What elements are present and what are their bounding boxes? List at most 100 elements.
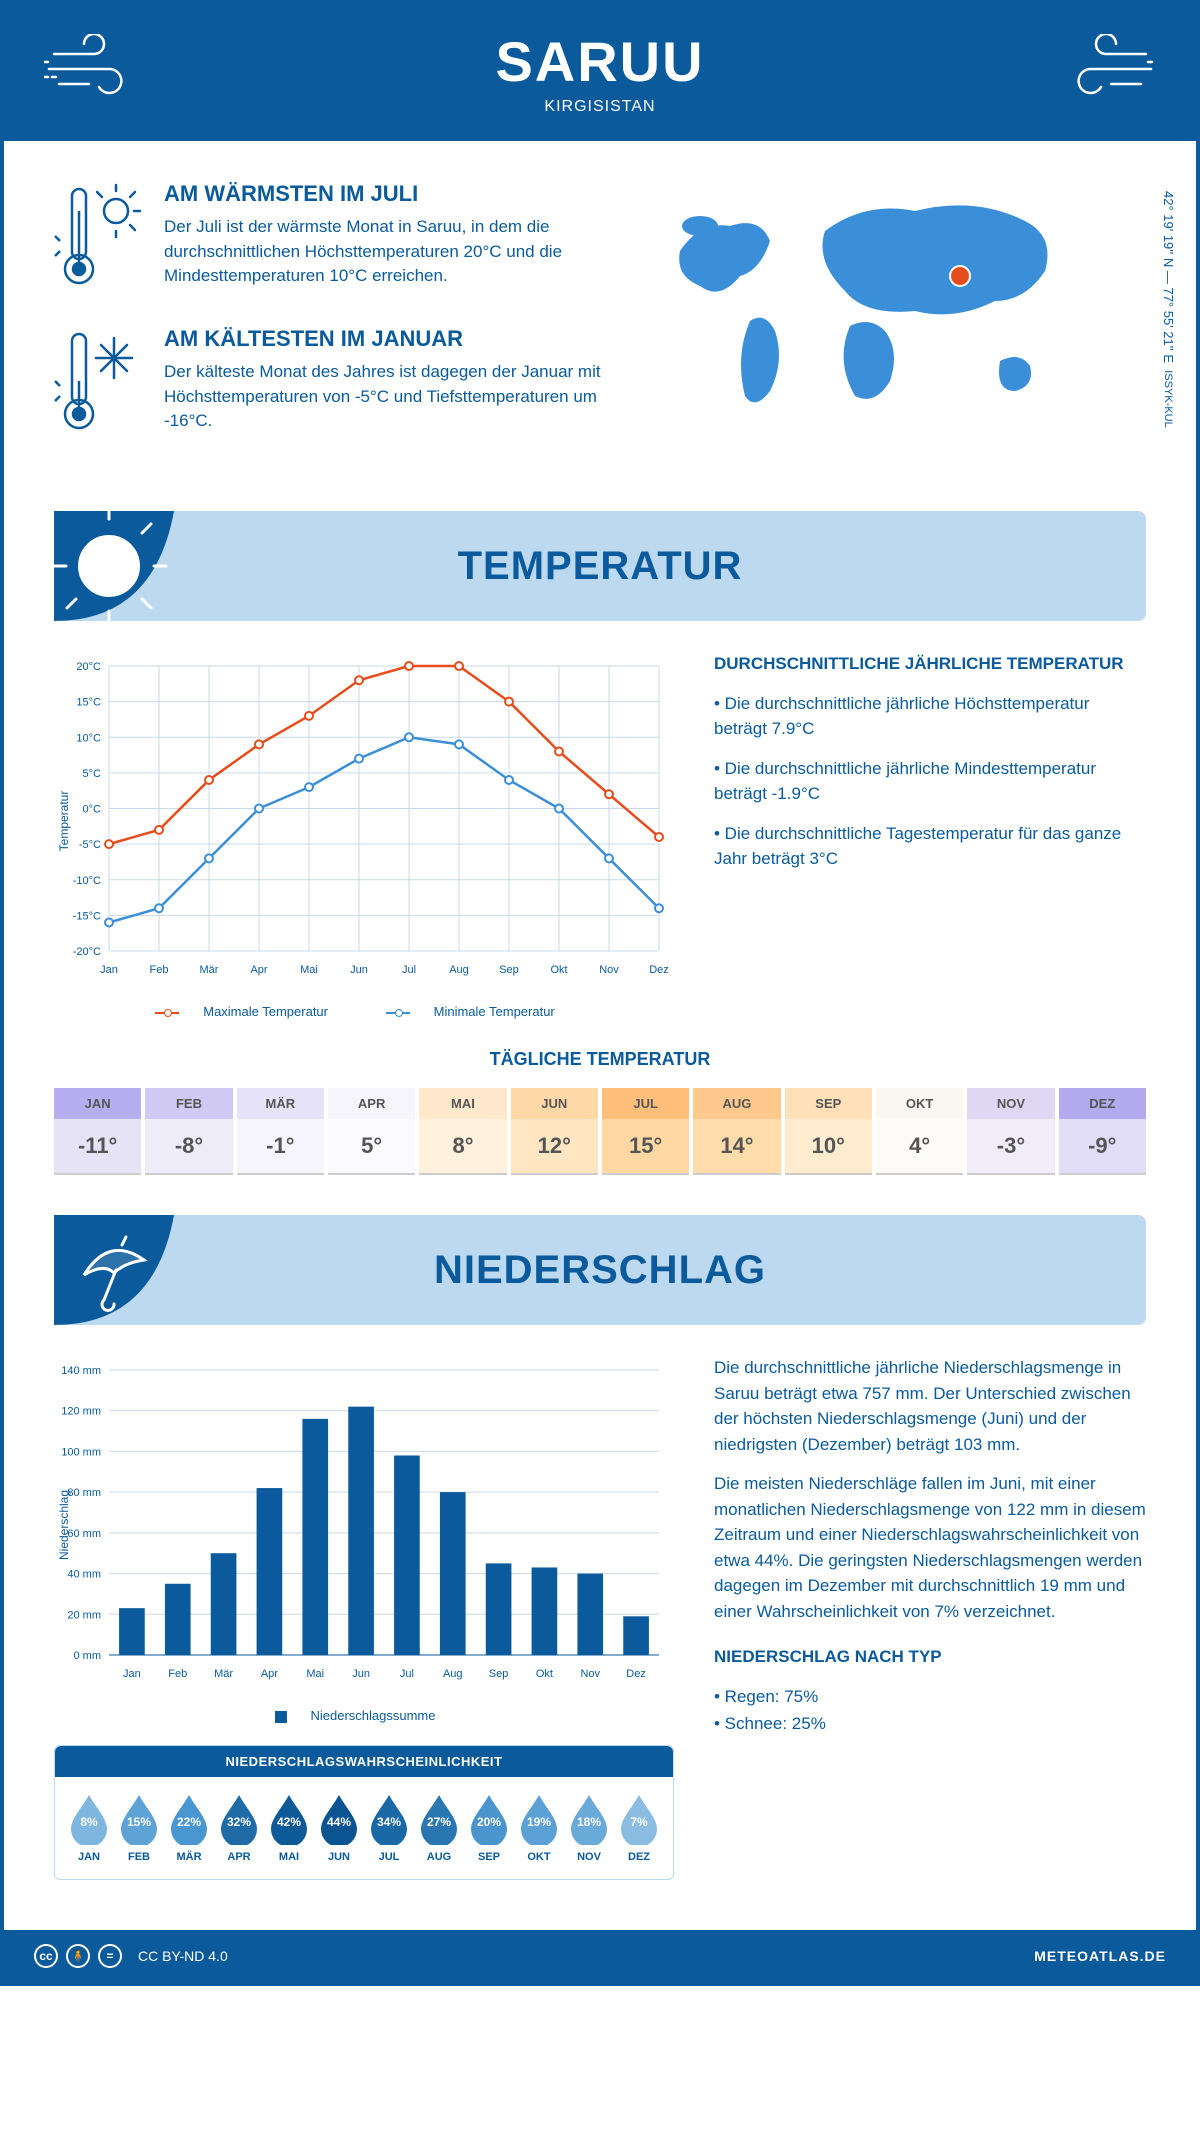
svg-text:Mai: Mai: [306, 1668, 324, 1680]
svg-text:Okt: Okt: [536, 1668, 553, 1680]
svg-text:Apr: Apr: [261, 1668, 278, 1680]
prob-item: 8%JAN: [67, 1791, 111, 1863]
daily-temp-cell: JUN12°: [511, 1088, 598, 1175]
precip-para: Die durchschnittliche jährliche Niedersc…: [714, 1355, 1146, 1457]
thermometer-sun-icon: [54, 181, 144, 296]
svg-text:Temperatur: Temperatur: [57, 791, 71, 852]
svg-text:Mär: Mär: [200, 964, 219, 976]
svg-text:Jul: Jul: [402, 964, 416, 976]
svg-text:80 mm: 80 mm: [67, 1487, 101, 1499]
coldest-text: Der kälteste Monat des Jahres ist dagege…: [164, 360, 610, 434]
temp-legend: Maximale Temperatur Minimale Temperatur: [54, 1004, 674, 1019]
daily-temp-row: JAN-11°FEB-8°MÄR-1°APR5°MAI8°JUN12°JUL15…: [54, 1088, 1146, 1175]
daily-temp-cell: MÄR-1°: [237, 1088, 324, 1175]
daily-temp-cell: AUG14°: [693, 1088, 780, 1175]
daily-temp-cell: OKT4°: [876, 1088, 963, 1175]
prob-item: 7%DEZ: [617, 1791, 661, 1863]
prob-item: 18%NOV: [567, 1791, 611, 1863]
svg-text:20 mm: 20 mm: [67, 1609, 101, 1621]
license: cc 🧍 = CC BY-ND 4.0: [34, 1944, 228, 1968]
site-name: METEOATLAS.DE: [1034, 1948, 1166, 1964]
temp-bullet: • Die durchschnittliche jährliche Höchst…: [714, 691, 1146, 742]
precip-type-title: NIEDERSCHLAG NACH TYP: [714, 1644, 1146, 1670]
svg-text:Dez: Dez: [626, 1668, 646, 1680]
svg-text:120 mm: 120 mm: [61, 1406, 101, 1418]
svg-text:Jan: Jan: [100, 964, 118, 976]
warmest-text: Der Juli ist der wärmste Monat in Saruu,…: [164, 215, 610, 289]
thermometer-snow-icon: [54, 326, 144, 441]
prob-item: 44%JUN: [317, 1791, 361, 1863]
temperature-body: -20°C-15°C-10°C-5°C0°C5°C10°C15°C20°CJan…: [54, 651, 1146, 1019]
prob-item: 15%FEB: [117, 1791, 161, 1863]
cc-icon: cc: [34, 1944, 58, 1968]
svg-text:Sep: Sep: [499, 964, 519, 976]
svg-text:20°C: 20°C: [76, 661, 101, 673]
prob-item: 20%SEP: [467, 1791, 511, 1863]
precip-legend: Niederschlagssumme: [54, 1708, 674, 1723]
svg-text:Mai: Mai: [300, 964, 318, 976]
temp-side-title: DURCHSCHNITTLICHE JÄHRLICHE TEMPERATUR: [714, 651, 1146, 677]
prob-item: 27%AUG: [417, 1791, 461, 1863]
wind-icon: [1046, 34, 1156, 109]
svg-text:-20°C: -20°C: [73, 946, 101, 958]
coldest-title: AM KÄLTESTEN IM JANUAR: [164, 326, 610, 352]
svg-text:Mär: Mär: [214, 1668, 233, 1680]
svg-text:Okt: Okt: [550, 964, 567, 976]
svg-text:Nov: Nov: [599, 964, 619, 976]
license-text: CC BY-ND 4.0: [138, 1948, 228, 1964]
svg-text:Jun: Jun: [352, 1668, 370, 1680]
temperature-title: TEMPERATUR: [458, 544, 743, 589]
sun-icon: [54, 511, 194, 621]
temperature-text: DURCHSCHNITTLICHE JÄHRLICHE TEMPERATUR •…: [714, 651, 1146, 1019]
prob-item: 32%APR: [217, 1791, 261, 1863]
daily-temp-cell: MAI8°: [419, 1088, 506, 1175]
precip-title: NIEDERSCHLAG: [434, 1248, 766, 1293]
precip-type-line: • Schnee: 25%: [714, 1711, 1146, 1737]
facts-column: AM WÄRMSTEN IM JULI Der Juli ist der wär…: [54, 181, 610, 471]
svg-text:100 mm: 100 mm: [61, 1446, 101, 1458]
daily-temp-cell: JUL15°: [602, 1088, 689, 1175]
precip-text: Die durchschnittliche jährliche Niedersc…: [714, 1355, 1146, 1880]
prob-item: 22%MÄR: [167, 1791, 211, 1863]
svg-text:Aug: Aug: [449, 964, 469, 976]
svg-text:Niederschlag: Niederschlag: [57, 1490, 71, 1560]
prob-item: 34%JUL: [367, 1791, 411, 1863]
city-title: SARUU: [24, 29, 1176, 94]
daily-temp-cell: DEZ-9°: [1059, 1088, 1146, 1175]
svg-text:5°C: 5°C: [83, 768, 102, 780]
temp-bullet: • Die durchschnittliche jährliche Mindes…: [714, 756, 1146, 807]
daily-temp-cell: SEP10°: [785, 1088, 872, 1175]
svg-text:Feb: Feb: [150, 964, 169, 976]
nd-icon: =: [98, 1944, 122, 1968]
svg-text:-5°C: -5°C: [79, 839, 101, 851]
svg-text:40 mm: 40 mm: [67, 1569, 101, 1581]
temperature-header: TEMPERATUR: [54, 511, 1146, 621]
warmest-title: AM WÄRMSTEN IM JULI: [164, 181, 610, 207]
svg-text:-10°C: -10°C: [73, 875, 101, 887]
map-column: 42° 19' 19'' N — 77° 55' 21'' E ISSYK-KU…: [640, 181, 1146, 471]
daily-temp-title: TÄGLICHE TEMPERATUR: [54, 1049, 1146, 1070]
svg-text:Jan: Jan: [123, 1668, 141, 1680]
coldest-fact: AM KÄLTESTEN IM JANUAR Der kälteste Mona…: [54, 326, 610, 441]
by-icon: 🧍: [66, 1944, 90, 1968]
umbrella-icon: [54, 1215, 194, 1325]
precip-header: NIEDERSCHLAG: [54, 1215, 1146, 1325]
page: SARUU KIRGISISTAN AM WÄRMSTEN IM JULI De…: [0, 0, 1200, 1986]
prob-item: 42%MAI: [267, 1791, 311, 1863]
svg-text:Apr: Apr: [250, 964, 267, 976]
prob-item: 19%OKT: [517, 1791, 561, 1863]
svg-text:0 mm: 0 mm: [74, 1650, 102, 1662]
svg-text:Jun: Jun: [350, 964, 368, 976]
svg-text:Feb: Feb: [168, 1668, 187, 1680]
precip-body: 0 mm20 mm40 mm60 mm80 mm100 mm120 mm140 …: [54, 1355, 1146, 1880]
intro-row: AM WÄRMSTEN IM JULI Der Juli ist der wär…: [54, 181, 1146, 471]
warmest-fact: AM WÄRMSTEN IM JULI Der Juli ist der wär…: [54, 181, 610, 296]
temp-bullet: • Die durchschnittliche Tagestemperatur …: [714, 821, 1146, 872]
country-label: KIRGISISTAN: [24, 98, 1176, 116]
wind-icon: [44, 34, 154, 109]
header: SARUU KIRGISISTAN: [4, 4, 1196, 141]
daily-temp-cell: APR5°: [328, 1088, 415, 1175]
content: AM WÄRMSTEN IM JULI Der Juli ist der wär…: [4, 141, 1196, 1930]
svg-text:Dez: Dez: [649, 964, 669, 976]
precip-para: Die meisten Niederschläge fallen im Juni…: [714, 1471, 1146, 1624]
